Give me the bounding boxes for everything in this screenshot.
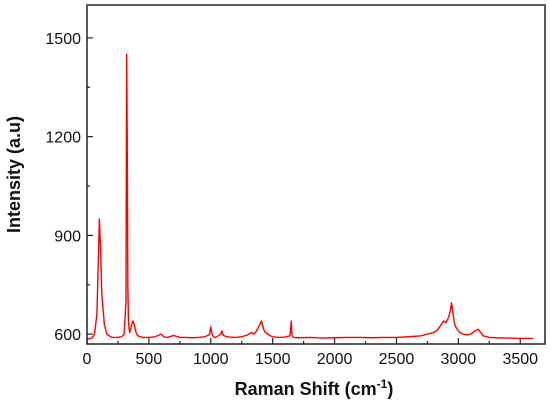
intensity-series-line <box>86 53 534 340</box>
x-tick-label: 3500 <box>502 351 538 368</box>
x-tick-label: 2500 <box>379 351 415 368</box>
x-axis-title-main: Raman Shift (cm <box>235 379 377 399</box>
x-tick-labels: 0 500 1000 1500 2000 2500 3000 3500 <box>83 351 539 368</box>
x-tick-label: 3000 <box>441 351 477 368</box>
plot-frame <box>86 4 546 345</box>
x-tick-label: 1000 <box>193 351 229 368</box>
x-axis-title-superscript: -1 <box>377 377 388 391</box>
y-tick-label: 900 <box>54 228 81 245</box>
x-tick-label: 1500 <box>255 351 291 368</box>
y-tick-label: 1500 <box>45 31 81 48</box>
y-tick-label: 600 <box>54 327 81 344</box>
x-tick-label: 0 <box>83 351 92 368</box>
x-tick-label: 500 <box>136 351 163 368</box>
x-axis-title-close: ) <box>387 379 393 399</box>
y-axis-title: Intensity (a.u) <box>4 116 24 233</box>
y-tick-label: 1200 <box>45 130 81 147</box>
x-axis-title: Raman Shift (cm-1) <box>235 377 394 399</box>
x-tick-label: 2000 <box>317 351 353 368</box>
y-tick-labels: 600 900 1200 1500 <box>45 31 81 344</box>
